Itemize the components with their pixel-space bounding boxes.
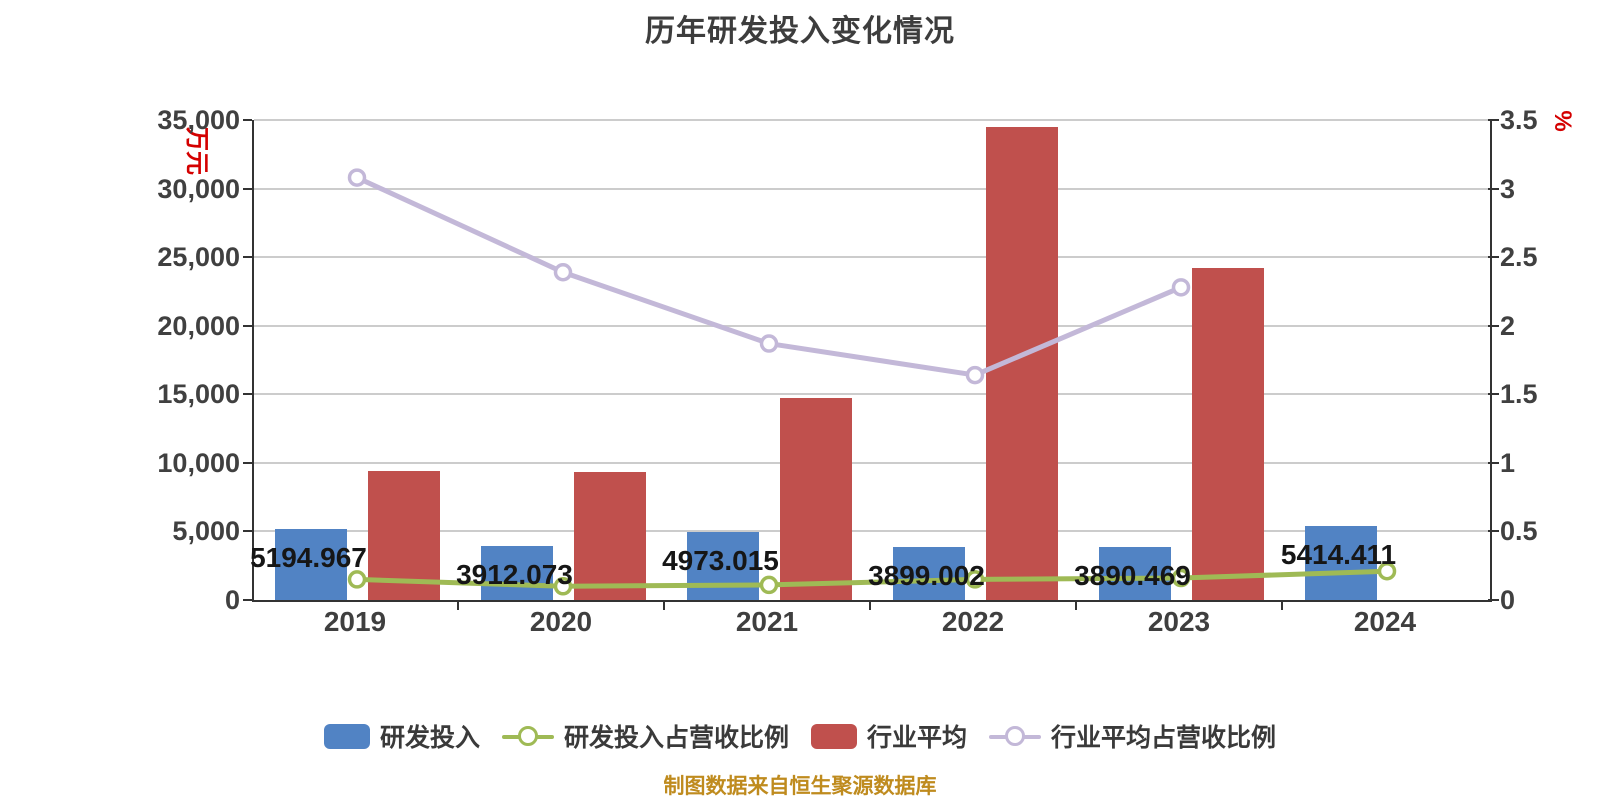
gridline (254, 256, 1490, 259)
left-axis-tickmark (243, 256, 252, 259)
bar-value-label-2020: 3912.073 (456, 559, 573, 591)
bar-value-label-2024: 5414.411 (1280, 538, 1397, 570)
legend-dot (1005, 725, 1026, 746)
x-axis-tickmark (1281, 600, 1283, 610)
rd-investment-bar-2024 (1304, 525, 1377, 600)
industry-average-bar-2023 (1191, 267, 1264, 600)
left-axis-tickmark (243, 599, 252, 601)
left-axis-tick-label: 25,000 (157, 242, 240, 273)
rd-ratio-point-2023 (1171, 568, 1191, 588)
left-axis-tick-label: 35,000 (157, 105, 240, 135)
right-axis-tick-label: 1.5 (1500, 379, 1538, 410)
industry-ratio-point-2020 (553, 262, 573, 282)
left-axis-tick-label: 0 (224, 585, 240, 615)
x-axis-tickmark (1075, 600, 1077, 610)
right-axis-tickmark (1488, 187, 1499, 190)
legend: 研发投入 研发投入占营收比例 行业平均 行业平均占营收比例 (0, 716, 1600, 756)
right-axis-tickmark (1488, 256, 1499, 259)
bar-value-label-2019: 5194.967 (250, 541, 367, 573)
gridline (254, 530, 1490, 533)
right-axis-tick-label: 2 (1500, 310, 1516, 341)
left-axis-tickmark (243, 530, 252, 533)
legend-label: 行业平均 (867, 724, 968, 752)
line-series-overlay (347, 168, 1397, 596)
chart-title: 历年研发投入变化情况 (645, 15, 955, 48)
legend-label: 研发投入 (379, 724, 480, 752)
rd-investment-bar-2020 (480, 546, 553, 600)
x-axis-label-2023: 2023 (1147, 606, 1211, 637)
bar-value-label-2021: 4973.015 (662, 544, 779, 576)
industry-average-bar-2020 (573, 471, 646, 600)
legend-bar-swatch (323, 723, 370, 749)
left-axis-tickmark (243, 393, 252, 396)
left-axis-tick-label: 15,000 (157, 379, 240, 410)
left-axis-tickmark (243, 461, 252, 464)
rd-ratio-point-2020 (553, 577, 573, 596)
legend-item-2[interactable]: 研发投入占营收比例 (501, 718, 789, 754)
right-axis-tickmark (1488, 461, 1499, 464)
legend-label: 研发投入占营收比例 (563, 724, 789, 752)
left-axis-tickmark (243, 324, 252, 327)
x-axis-tickmark (457, 600, 459, 610)
x-axis-label-2024: 2024 (1353, 606, 1417, 637)
right-axis-tickmark (1488, 324, 1499, 327)
left-axis-tick-label: 30,000 (157, 173, 240, 204)
left-axis-tick-label: 10,000 (157, 447, 240, 478)
rd-ratio-point-2024 (1377, 561, 1397, 581)
legend-item-4[interactable]: 行业平均占营收比例 (989, 718, 1276, 754)
legend-line-marker (989, 724, 1042, 749)
right-axis-tick-label: 0.5 (1500, 516, 1538, 547)
gridline (254, 119, 1490, 121)
industry-ratio-point-2023 (1171, 278, 1191, 297)
industry-ratio-point-2022 (965, 365, 985, 385)
x-axis-label-2019: 2019 (323, 606, 387, 637)
gridline (254, 461, 1490, 464)
legend-label: 行业平均占营收比例 (1051, 724, 1277, 752)
legend-dot (517, 725, 538, 746)
left-axis-tick-label: 5,000 (172, 516, 240, 547)
right-axis-tick-label: 3 (1500, 173, 1516, 204)
gridline (254, 187, 1490, 190)
rd-ratio-point-2022 (965, 570, 985, 589)
rd-ratio-point-2021 (759, 575, 779, 595)
rd-ratio-line (354, 568, 1390, 589)
bar-value-label-2022: 3899.002 (868, 559, 985, 591)
left-axis-tickmark (243, 187, 252, 190)
x-axis-label-2022: 2022 (941, 606, 1005, 637)
right-axis-tick-label: 0 (1500, 585, 1516, 615)
right-axis-tick-label: 1 (1500, 447, 1516, 478)
left-axis-tick-label: 20,000 (157, 310, 240, 341)
legend-bar-swatch (811, 723, 857, 749)
right-axis-tickmark (1488, 530, 1499, 533)
rd-investment-bar-2023 (1098, 546, 1171, 600)
gridline (254, 324, 1490, 327)
industry-ratio-point-2021 (759, 334, 779, 353)
gridline (254, 393, 1490, 396)
legend-item-3[interactable]: 行业平均 (811, 718, 967, 754)
rd-investment-bar-2022 (892, 546, 965, 600)
left-axis-tickmark (243, 119, 252, 121)
rd-investment-bar-2019 (274, 528, 347, 600)
right-axis-tickmark (1488, 119, 1499, 121)
x-axis-tickmark (663, 600, 665, 610)
x-axis-label-2020: 2020 (529, 606, 593, 637)
industry-average-bar-2021 (779, 398, 852, 600)
right-axis-tickmark (1488, 599, 1499, 601)
bar-value-label-2023: 3890.469 (1074, 559, 1191, 591)
industry-ratio-point-2019 (347, 168, 367, 187)
x-axis-label-2021: 2021 (735, 606, 799, 637)
right-axis-tick-label: 3.5 (1500, 105, 1538, 135)
legend-item-1[interactable]: 研发投入 (323, 718, 480, 754)
legend-line-marker (501, 724, 554, 749)
footer-note: 制图数据来自恒生聚源数据库 (663, 775, 937, 798)
right-axis-tickmark (1488, 393, 1499, 396)
right-axis-tick-label: 2.5 (1500, 242, 1538, 273)
rd-ratio-point-2019 (347, 570, 367, 589)
rd-investment-bar-2021 (686, 531, 759, 600)
plot-area (252, 119, 1492, 602)
x-axis-tickmark (869, 600, 871, 610)
